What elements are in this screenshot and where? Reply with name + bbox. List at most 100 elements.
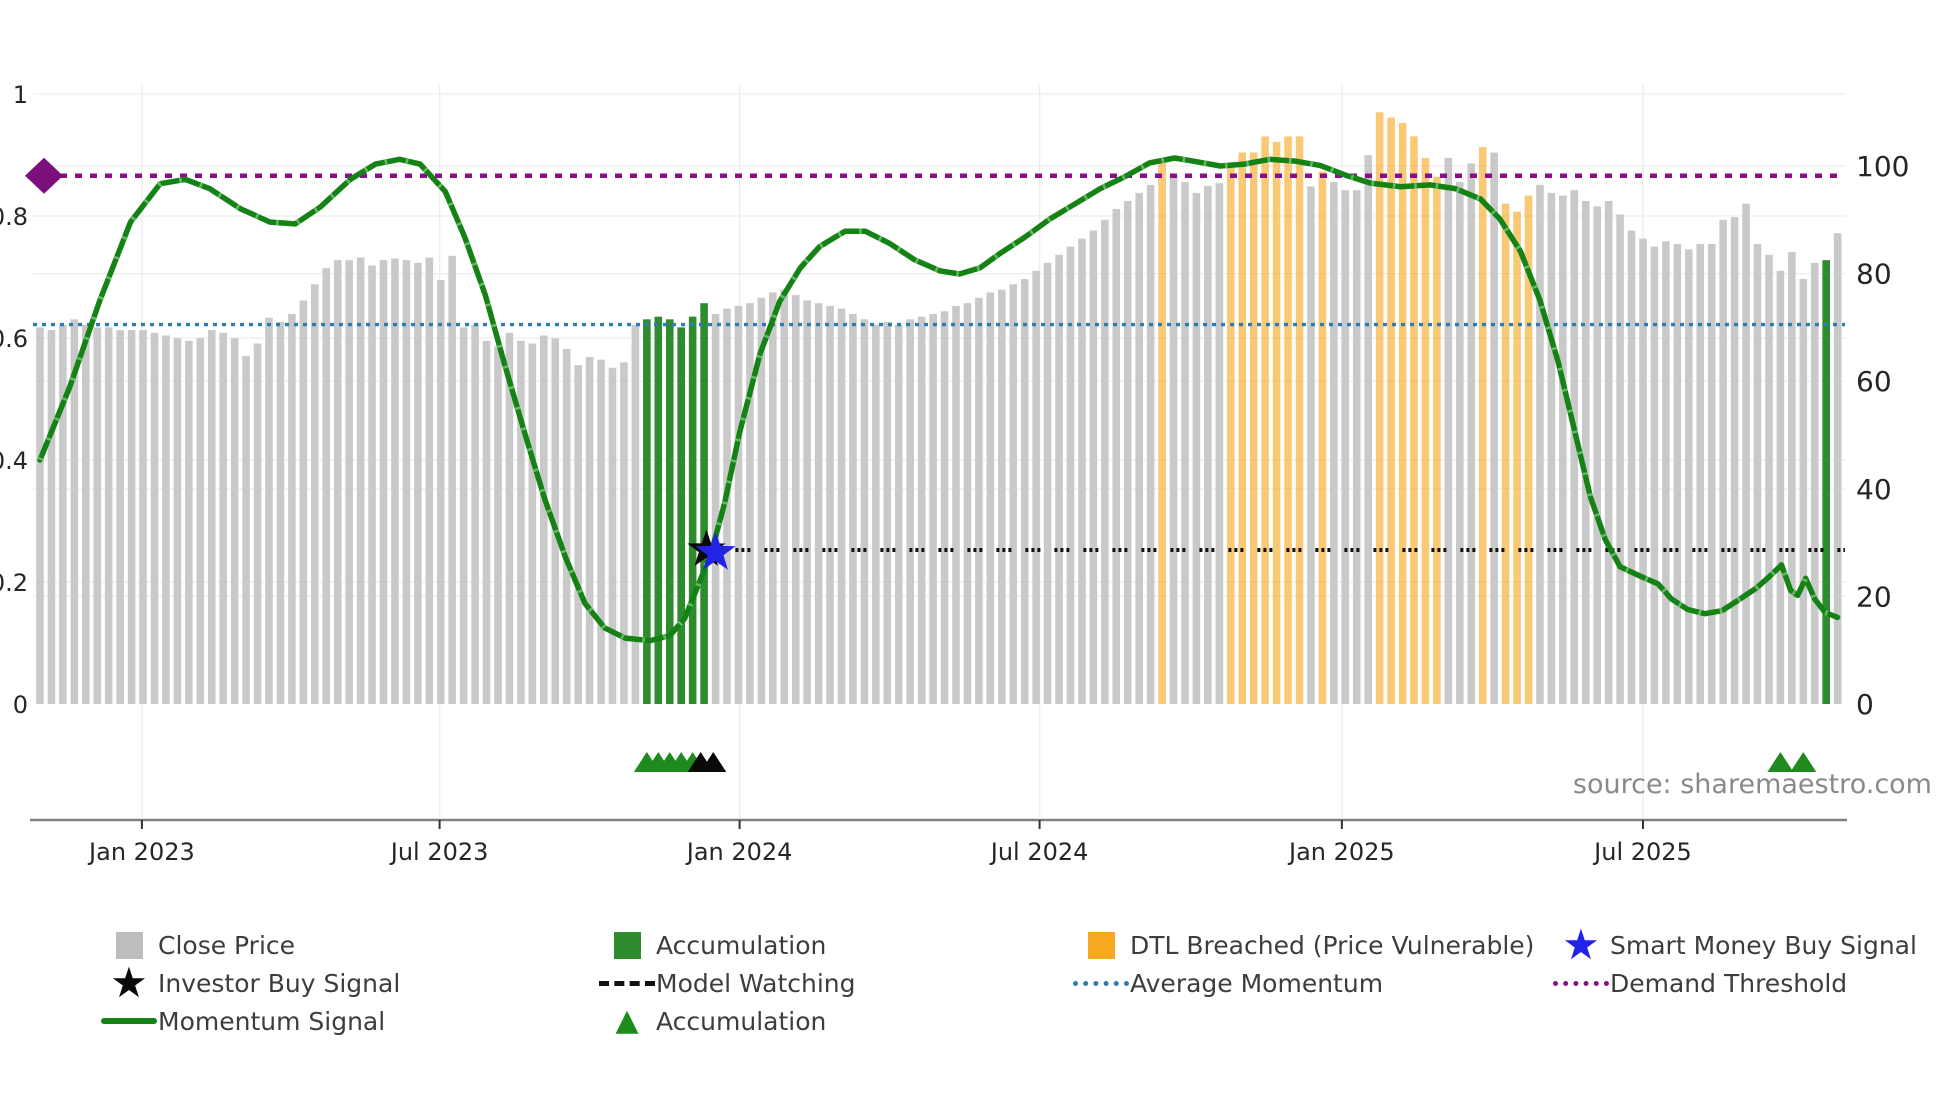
close-price-bar xyxy=(1490,152,1498,705)
dtl-breached-swatch-icon xyxy=(1087,931,1115,959)
close-price-bar xyxy=(127,330,136,704)
close-price-bar xyxy=(1444,157,1453,704)
close-price-bar xyxy=(70,319,79,704)
close-price-bar xyxy=(1467,163,1476,704)
momentum-line-icon xyxy=(101,1018,157,1024)
dtl-breached-bar xyxy=(1318,171,1327,704)
close-price-bar xyxy=(791,295,800,704)
close-price-bar xyxy=(207,330,216,704)
close-price-bar xyxy=(574,365,582,704)
close-price-bar xyxy=(746,303,754,704)
close-price-bar xyxy=(826,305,834,704)
x-axis-tick-label: Jul 2023 xyxy=(389,838,489,866)
smart-money-star-icon: ★ xyxy=(1562,920,1600,969)
close-price-bar xyxy=(1055,254,1063,704)
close-price-bar xyxy=(1043,262,1052,704)
dtl-breached-bar xyxy=(1295,136,1304,704)
left-axis-tick-label: 0.6 xyxy=(0,325,28,353)
right-axis-tick-label: 20 xyxy=(1856,580,1892,613)
dtl-breached-bar xyxy=(1398,122,1407,704)
close-price-bar xyxy=(1032,270,1040,704)
close-price-bar xyxy=(345,260,353,704)
momentum-signal-line xyxy=(37,155,1841,644)
dtl-breached-bar xyxy=(1227,166,1235,704)
close-price-bar xyxy=(1456,182,1464,704)
legend-accumulation-bars-symbol xyxy=(598,931,656,959)
legend-demand-threshold-symbol xyxy=(1552,980,1610,986)
dtl-breached-bar xyxy=(1284,136,1292,704)
accumulation-bar xyxy=(643,319,651,704)
close-price-bar xyxy=(379,260,388,704)
price-momentum-chart: Jan 2023 Jul 2023 Jan 2024 Jul 2024 Jan 2025… xyxy=(0,81,1932,866)
dtl-breached-bar xyxy=(1158,160,1166,704)
close-price-bar xyxy=(1192,192,1201,704)
close-price-bar xyxy=(150,332,159,704)
close-price-bar xyxy=(894,324,903,704)
close-price-bar xyxy=(230,338,239,704)
close-price-bar xyxy=(173,338,182,704)
close-price-bar xyxy=(1066,246,1075,704)
close-price-bar xyxy=(47,330,56,704)
close-price-bar xyxy=(104,327,113,704)
legend-dtl-breached-label: DTL Breached (Price Vulnerable) xyxy=(1130,930,1535,960)
close-price-bar xyxy=(1204,185,1212,704)
close-price-bar xyxy=(952,305,960,704)
dtl-breached-bar xyxy=(1421,157,1430,704)
close-price-bar xyxy=(917,316,926,704)
close-price-bar xyxy=(1364,155,1372,705)
right-axis-tick-label: 0 xyxy=(1856,688,1874,721)
close-price-bar xyxy=(185,340,193,704)
close-price-bar xyxy=(929,313,937,704)
dtl-breached-bar xyxy=(1524,195,1533,704)
close-price-swatch-icon xyxy=(115,931,143,959)
dtl-breached-bar xyxy=(1433,176,1441,704)
legend-close-price-symbol xyxy=(100,931,158,959)
legend-momentum-signal-label: Momentum Signal xyxy=(158,1006,386,1036)
accumulation-triangle-marker xyxy=(1790,752,1817,772)
close-price-bar xyxy=(333,260,342,704)
close-price-bar xyxy=(963,303,972,704)
average-momentum-dots-icon xyxy=(1073,980,1129,986)
legend-model-watching-symbol xyxy=(598,980,656,986)
close-price-bar xyxy=(471,324,479,704)
close-price-bar xyxy=(1570,190,1579,704)
close-price-bar xyxy=(356,257,365,704)
dtl-breached-bar xyxy=(1375,112,1384,704)
close-price-bar xyxy=(1765,254,1773,704)
close-price-bar xyxy=(1112,209,1121,705)
close-price-bar xyxy=(540,335,548,704)
close-price-bar xyxy=(631,324,640,704)
demand-threshold-diamond-marker xyxy=(25,157,64,194)
right-axis-tick-label: 100 xyxy=(1856,150,1909,183)
legend-dtl-breached: DTL Breached (Price Vulnerable) xyxy=(1072,926,1534,964)
close-price-bar xyxy=(1307,186,1315,705)
close-price-bar xyxy=(1833,233,1842,704)
investor-buy-star-icon: ★ xyxy=(110,958,148,1007)
close-price-bar xyxy=(1123,200,1132,704)
close-price-bar xyxy=(505,332,514,704)
accumulation-bar xyxy=(1822,260,1830,704)
legend-smart-money-buy-signal-label: Smart Money Buy Signal xyxy=(1610,930,1917,960)
close-price-bar xyxy=(734,305,743,704)
legend-dtl-breached-symbol xyxy=(1072,931,1130,959)
close-price-bar xyxy=(368,265,376,704)
close-price-bar xyxy=(883,322,892,704)
close-price-bar xyxy=(1788,252,1796,704)
legend-accumulation-marker-label: Accumulation xyxy=(656,1006,827,1036)
x-axis-tick-label: Jul 2024 xyxy=(989,838,1089,866)
legend-smart-money-buy-signal: ★ Smart Money Buy Signal xyxy=(1552,920,1917,969)
close-price-bar xyxy=(459,327,468,704)
close-price-bar xyxy=(1730,217,1739,705)
close-price-bar xyxy=(1662,241,1670,704)
close-price-bar xyxy=(769,292,777,704)
close-price-bar xyxy=(1135,192,1143,704)
right-axis-tick-label: 40 xyxy=(1856,473,1892,506)
close-price-bar xyxy=(1742,203,1750,704)
x-axis-tick-label: Jan 2025 xyxy=(1287,838,1395,866)
legend-accumulation-marker: ▲ Accumulation xyxy=(598,1002,826,1040)
close-price-bar xyxy=(139,330,147,704)
close-price-bar xyxy=(1604,200,1613,704)
close-price-bar xyxy=(1650,246,1659,704)
legend-momentum-signal-symbol xyxy=(100,1018,158,1024)
